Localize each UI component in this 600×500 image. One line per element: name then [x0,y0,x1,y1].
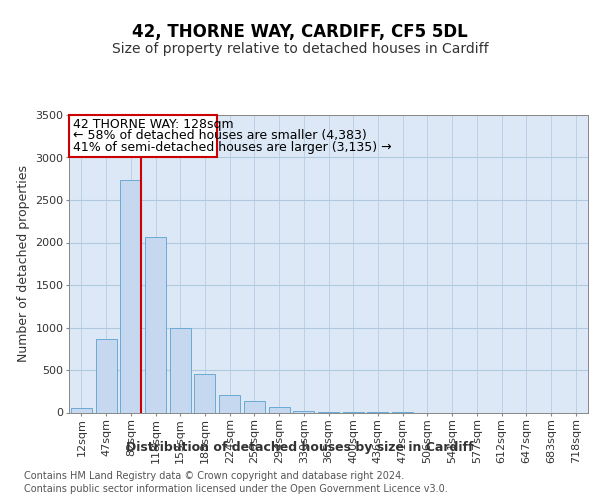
Bar [194,374,215,412]
FancyBboxPatch shape [70,115,217,158]
Bar [269,408,290,412]
Text: Contains HM Land Registry data © Crown copyright and database right 2024.: Contains HM Land Registry data © Crown c… [24,471,404,481]
Text: Size of property relative to detached houses in Cardiff: Size of property relative to detached ho… [112,42,488,56]
Text: Contains public sector information licensed under the Open Government Licence v3: Contains public sector information licen… [24,484,448,494]
Bar [170,328,191,412]
Text: 42 THORNE WAY: 128sqm: 42 THORNE WAY: 128sqm [73,118,234,131]
Bar [71,408,92,412]
Bar [145,238,166,412]
Text: ← 58% of detached houses are smaller (4,383): ← 58% of detached houses are smaller (4,… [73,129,367,142]
Y-axis label: Number of detached properties: Number of detached properties [17,165,30,362]
Bar [219,394,240,412]
Bar [293,411,314,412]
Text: 41% of semi-detached houses are larger (3,135) →: 41% of semi-detached houses are larger (… [73,141,392,154]
Bar [95,340,116,412]
Bar [120,180,141,412]
Bar [244,400,265,412]
Text: Distribution of detached houses by size in Cardiff: Distribution of detached houses by size … [126,441,474,454]
Text: 42, THORNE WAY, CARDIFF, CF5 5DL: 42, THORNE WAY, CARDIFF, CF5 5DL [132,22,468,40]
